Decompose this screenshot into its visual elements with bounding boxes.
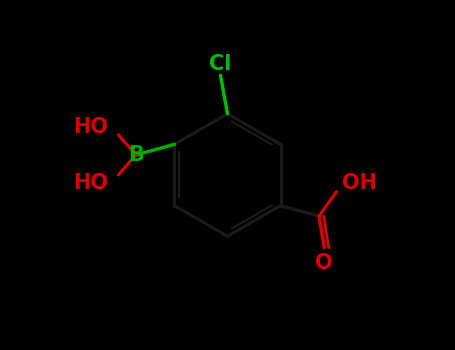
Text: OH: OH [342,173,377,193]
Text: HO: HO [73,117,108,137]
Text: O: O [315,253,333,273]
Text: HO: HO [73,173,108,193]
Text: Cl: Cl [209,54,232,74]
Text: B: B [128,145,144,165]
